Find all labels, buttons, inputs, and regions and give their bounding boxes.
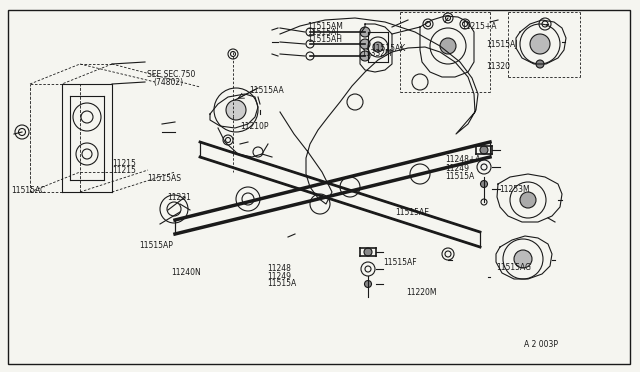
Polygon shape (175, 142, 490, 234)
Text: 11515AM: 11515AM (307, 22, 343, 31)
Text: 11240N: 11240N (172, 268, 201, 277)
Text: A 2 003P: A 2 003P (524, 340, 557, 349)
Circle shape (364, 248, 372, 256)
Text: SEE SEC.750: SEE SEC.750 (147, 70, 196, 79)
Circle shape (360, 39, 370, 49)
Text: 11249: 11249 (445, 164, 468, 173)
Circle shape (365, 280, 371, 288)
Circle shape (530, 34, 550, 54)
Circle shape (226, 100, 246, 120)
Text: 11332M: 11332M (362, 49, 392, 58)
Text: 11248: 11248 (268, 264, 291, 273)
Circle shape (481, 180, 488, 187)
Text: 11210P: 11210P (240, 122, 269, 131)
Text: 11515AL: 11515AL (307, 28, 340, 37)
Text: 11515AH: 11515AH (307, 35, 342, 44)
Circle shape (360, 27, 370, 37)
Circle shape (514, 250, 532, 268)
Text: 11515AC: 11515AC (12, 186, 46, 195)
Circle shape (536, 60, 544, 68)
Text: 11320: 11320 (486, 62, 510, 71)
Circle shape (360, 51, 370, 61)
Text: 11253M: 11253M (499, 185, 530, 194)
Text: 11515AA: 11515AA (250, 86, 284, 95)
Text: 11515A: 11515A (268, 279, 297, 288)
Text: 11215: 11215 (112, 159, 136, 168)
Text: 11231: 11231 (168, 193, 191, 202)
Text: 11515AJ: 11515AJ (486, 40, 518, 49)
Text: 11515AG: 11515AG (496, 263, 531, 272)
Text: 11515AE: 11515AE (396, 208, 429, 217)
Circle shape (520, 192, 536, 208)
Text: (74802): (74802) (154, 78, 184, 87)
Text: 11249: 11249 (268, 272, 291, 280)
Text: 11515AP: 11515AP (140, 241, 173, 250)
Text: 11220M: 11220M (406, 288, 437, 296)
Text: 11215: 11215 (112, 166, 136, 175)
Circle shape (480, 146, 488, 154)
Text: 11515AK: 11515AK (371, 44, 406, 53)
Text: 11515A: 11515A (445, 172, 474, 181)
Circle shape (373, 42, 383, 52)
Text: 11515AF: 11515AF (383, 258, 417, 267)
Text: 11515AS: 11515AS (147, 174, 181, 183)
Text: 11215+A: 11215+A (461, 22, 496, 31)
Polygon shape (200, 142, 480, 247)
Circle shape (440, 38, 456, 54)
Text: 11248+A: 11248+A (445, 155, 480, 164)
